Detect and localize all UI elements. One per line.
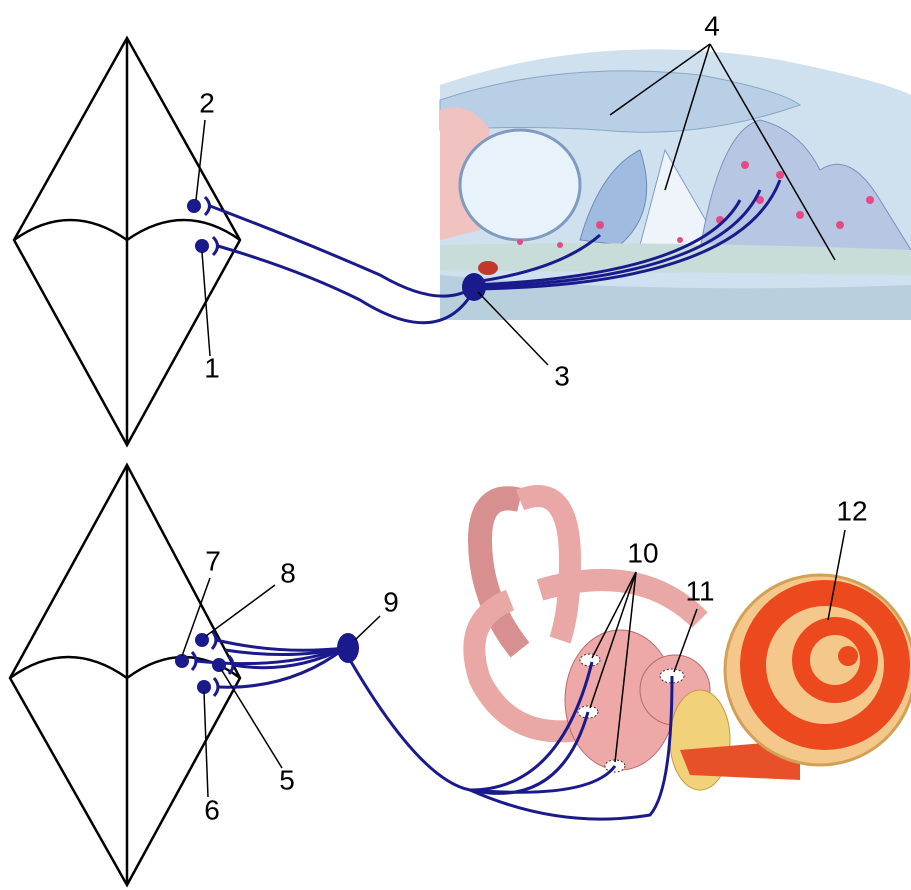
label: 1 — [204, 352, 220, 383]
label: 10 — [627, 537, 658, 568]
auditory-pathway — [187, 179, 782, 325]
vestibular-diamond-top — [12, 35, 242, 448]
label: 4 — [704, 10, 720, 41]
pointers — [181, 43, 846, 798]
label: 11 — [685, 575, 714, 606]
label: 8 — [280, 557, 296, 588]
label: 2 — [199, 87, 215, 118]
label: 5 — [279, 764, 295, 795]
label: 3 — [554, 360, 570, 391]
organ-of-corti — [439, 49, 911, 320]
label: 12 — [836, 495, 867, 526]
vestibular-diamond-bottom — [8, 462, 242, 888]
label: 6 — [204, 794, 220, 825]
inner-ear — [463, 485, 911, 791]
vestibular-pathway — [175, 630, 674, 821]
label: 7 — [205, 545, 221, 576]
label: 9 — [383, 586, 399, 617]
